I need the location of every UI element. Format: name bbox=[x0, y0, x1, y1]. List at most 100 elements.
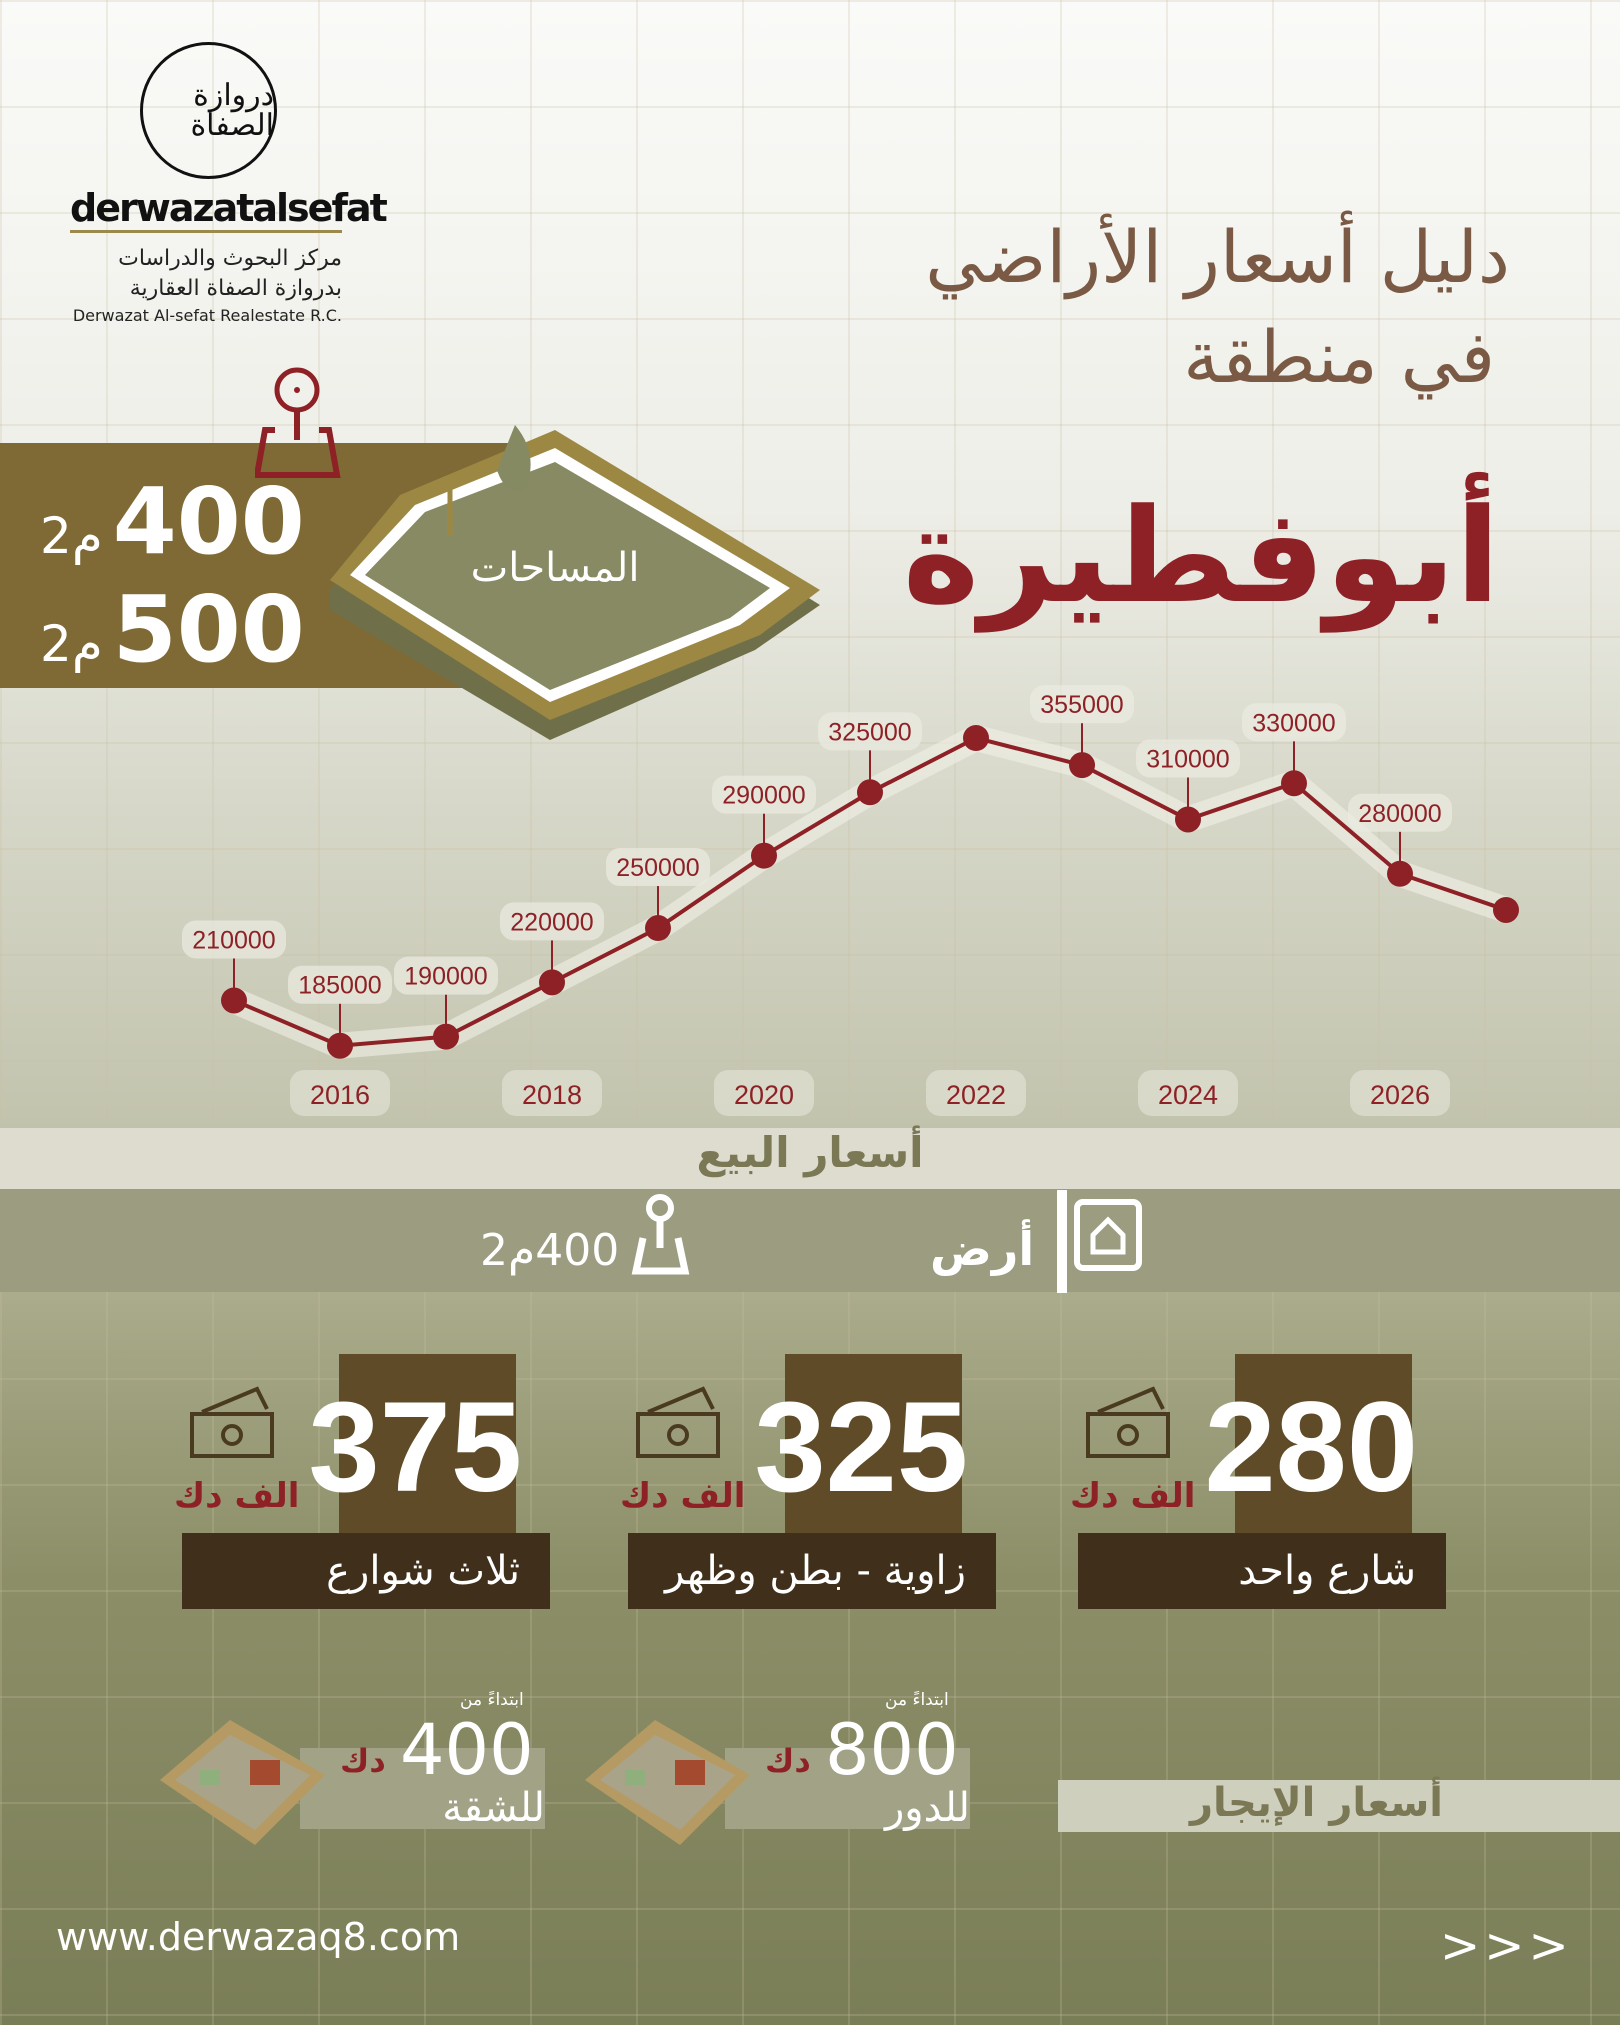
logo: دروازة الصفاة bbox=[140, 42, 277, 179]
data-label: 250000 bbox=[616, 854, 699, 882]
rent-currency: دك bbox=[765, 1742, 811, 1780]
next-arrows[interactable]: >>> bbox=[1440, 1918, 1573, 1974]
label-bg bbox=[818, 712, 922, 751]
area-item: م2 500 bbox=[40, 576, 305, 683]
price-card: 325 الف دك زاوية - بطن وظهر bbox=[620, 1354, 998, 1609]
data-point bbox=[857, 779, 883, 806]
label-bg bbox=[1348, 793, 1452, 832]
rent-label: للشقة bbox=[442, 1785, 545, 1831]
data-point bbox=[221, 987, 247, 1014]
tick-bg bbox=[714, 1070, 814, 1116]
data-label: 190000 bbox=[404, 963, 487, 991]
price-value: 280 bbox=[1204, 1376, 1418, 1519]
price-label: شارع واحد bbox=[1078, 1533, 1446, 1609]
price-card: 375 الف دك ثلاث شوارع bbox=[174, 1354, 552, 1609]
brand-wordmark: derwazatalsefat bbox=[70, 186, 388, 233]
page-title-line1: دليل أسعار الأراضي bbox=[925, 215, 1510, 299]
sale-title: أسعار البيع bbox=[696, 1128, 924, 1177]
label-bg bbox=[500, 902, 604, 941]
apartment-illustration bbox=[160, 1720, 325, 1845]
label-bg bbox=[606, 848, 710, 887]
data-label: 330000 bbox=[1252, 709, 1335, 737]
money-icon bbox=[190, 1386, 274, 1458]
label-bg bbox=[1242, 703, 1346, 742]
data-point bbox=[1281, 770, 1307, 797]
price-currency: الف دك bbox=[620, 1476, 746, 1516]
x-tick-label: 2022 bbox=[946, 1080, 1006, 1110]
data-point bbox=[1493, 896, 1519, 923]
rent-from: ابتداءً من bbox=[460, 1690, 524, 1710]
data-label: 355000 bbox=[1040, 691, 1123, 719]
data-label: 325000 bbox=[828, 718, 911, 746]
data-label: 185000 bbox=[298, 972, 381, 1000]
area-item: م2 400 bbox=[40, 468, 305, 575]
data-label: 210000 bbox=[192, 926, 275, 954]
tick-bg bbox=[502, 1070, 602, 1116]
land-plot-illustration bbox=[330, 425, 820, 740]
money-icon bbox=[1086, 1386, 1170, 1458]
data-point bbox=[645, 915, 671, 942]
price-card: 280 الف دك شارع واحد bbox=[1070, 1354, 1448, 1609]
price-value: 325 bbox=[754, 1376, 968, 1519]
price-label: ثلاث شوارع bbox=[182, 1533, 550, 1609]
logo-text: دروازة الصفاة bbox=[190, 77, 274, 143]
label-bg bbox=[182, 920, 286, 959]
location-pin-icon bbox=[255, 367, 341, 478]
brand-subtitle-1: مركز البحوث والدراسات bbox=[118, 246, 342, 271]
sale-band bbox=[0, 1128, 1620, 1189]
data-point bbox=[327, 1032, 353, 1059]
rent-label: للدور bbox=[884, 1785, 970, 1831]
x-tick-label: 2018 bbox=[522, 1080, 582, 1110]
data-point bbox=[1175, 806, 1201, 833]
rent-value: 800 bbox=[825, 1709, 959, 1791]
areas-label: المساحات bbox=[470, 545, 640, 591]
data-label: 220000 bbox=[510, 908, 593, 936]
price-currency: الف دك bbox=[174, 1476, 300, 1516]
label-bg bbox=[1030, 685, 1134, 724]
data-point bbox=[1069, 752, 1095, 779]
price-currency: الف دك bbox=[1070, 1476, 1196, 1516]
label-bg bbox=[288, 965, 392, 1004]
rent-item: ابتداءً من 400 دك للشقة bbox=[160, 1690, 560, 1845]
x-tick-label: 2020 bbox=[734, 1080, 794, 1110]
data-point bbox=[539, 969, 565, 996]
tick-bg bbox=[926, 1070, 1026, 1116]
area-name: أبوفطيرة bbox=[902, 480, 1500, 632]
house-sign-icon bbox=[1057, 1190, 1142, 1293]
label-bg bbox=[712, 775, 816, 814]
x-tick-label: 2026 bbox=[1370, 1080, 1430, 1110]
x-tick-label: 2016 bbox=[310, 1080, 370, 1110]
tick-bg bbox=[290, 1070, 390, 1116]
rent-value: 400 bbox=[400, 1709, 534, 1791]
rent-band bbox=[1058, 1780, 1620, 1832]
brand-subtitle-en: Derwazat Al-sefat Realestate R.C. bbox=[72, 306, 342, 325]
rent-item: ابتداءً من 800 دك للدور bbox=[585, 1690, 985, 1845]
rent-currency: دك bbox=[340, 1742, 386, 1780]
x-tick-label: 2024 bbox=[1158, 1080, 1218, 1110]
brand-subtitle-2: بدروازة الصفاة العقارية bbox=[129, 276, 342, 301]
tick-bg bbox=[1138, 1070, 1238, 1116]
location-pin-icon bbox=[631, 1194, 690, 1275]
land-size: 400م2 bbox=[480, 1225, 620, 1276]
house-floor-illustration bbox=[585, 1720, 750, 1845]
data-label: 310000 bbox=[1146, 745, 1229, 773]
data-label: 280000 bbox=[1358, 800, 1441, 828]
money-icon bbox=[636, 1386, 720, 1458]
data-point bbox=[963, 725, 989, 751]
data-point bbox=[433, 1023, 459, 1050]
rent-from: ابتداءً من bbox=[885, 1690, 949, 1710]
data-point bbox=[751, 842, 777, 869]
label-bg bbox=[394, 956, 498, 995]
land-type-label: أرض bbox=[930, 1222, 1035, 1276]
data-point bbox=[1387, 860, 1413, 887]
label-bg bbox=[1136, 739, 1240, 778]
data-label: 290000 bbox=[722, 782, 805, 810]
price-label: زاوية - بطن وظهر bbox=[628, 1533, 996, 1609]
rent-title: أسعار الإيجار bbox=[1190, 1780, 1443, 1826]
land-band bbox=[0, 1189, 1620, 1292]
price-value: 375 bbox=[308, 1376, 522, 1519]
page-title-line2: في منطقة bbox=[1183, 315, 1495, 399]
website-link[interactable]: www.derwazaq8.com bbox=[56, 1915, 461, 1959]
price-line-chart: 210000 185000 190000 220000 250000 290000 3250… bbox=[182, 685, 1519, 1116]
tick-bg bbox=[1350, 1070, 1450, 1116]
